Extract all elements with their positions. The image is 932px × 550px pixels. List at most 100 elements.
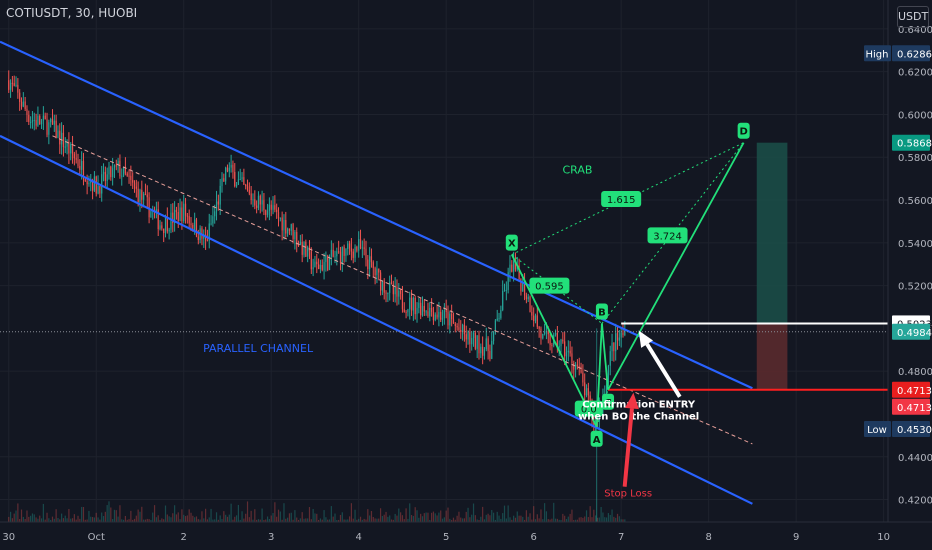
candle-body: [274, 205, 276, 210]
candle-body: [239, 178, 241, 180]
volume-bar: [261, 508, 263, 522]
volume-bar: [143, 519, 145, 522]
volume-bar: [174, 505, 176, 522]
volume-bar: [605, 517, 608, 522]
volume-bar: [367, 509, 369, 522]
candle-body: [436, 314, 438, 318]
volume-bar: [381, 515, 383, 522]
candle-body: [115, 165, 117, 167]
volume-bar: [37, 518, 39, 522]
time-tick-label: 8: [705, 532, 711, 543]
volume-bar: [265, 519, 267, 522]
volume-bar: [323, 510, 325, 522]
volume-bar: [327, 519, 329, 522]
volume-bar: [144, 519, 147, 522]
candle-body: [321, 264, 323, 271]
candle-body: [164, 218, 167, 234]
candle-body: [212, 216, 214, 224]
volume-bar: [482, 506, 484, 522]
candle-body: [161, 225, 163, 229]
volume-bar: [429, 519, 431, 522]
candle-body: [20, 101, 23, 107]
candle-body: [299, 241, 301, 245]
candle-body: [405, 312, 407, 314]
candle-body: [582, 372, 584, 383]
volume-bar: [161, 518, 163, 522]
volume-bar: [40, 518, 43, 522]
candle-body: [8, 80, 10, 90]
volume-bar: [192, 515, 194, 522]
volume-bar: [589, 506, 591, 522]
candle-body: [28, 114, 30, 122]
candle-body: [57, 130, 59, 138]
candle-body: [618, 337, 620, 341]
candle-body: [365, 248, 367, 260]
volume-bar: [622, 519, 624, 522]
volume-bar: [225, 514, 227, 522]
candle-body: [549, 334, 551, 345]
candle-body: [225, 167, 227, 182]
candle-body: [361, 247, 363, 249]
volume-bar: [250, 510, 252, 522]
candle-body: [31, 120, 34, 122]
pattern-ratio-label: 0.0: [581, 405, 597, 416]
volume-bar: [299, 518, 301, 522]
time-tick-label: 10: [877, 532, 890, 543]
symbol-title: COTIUSDT, 30, HUOBI: [6, 6, 138, 20]
price-tick-label: 0.5800: [898, 153, 932, 164]
volume-bar: [533, 506, 535, 522]
candle-body: [527, 296, 529, 300]
candle-body: [394, 286, 396, 295]
candle-body: [418, 302, 420, 308]
candle-body: [341, 246, 343, 264]
candle-body: [613, 342, 615, 352]
volume-bar: [290, 512, 292, 522]
volume-bar: [155, 517, 157, 522]
candle-body: [93, 176, 96, 191]
volume-bar: [228, 514, 230, 522]
entry-annotation-line1: Confirmation ENTRY: [582, 400, 696, 411]
currency-unit-button[interactable]: USDT: [897, 6, 929, 28]
volume-bar: [208, 517, 210, 522]
candle-body: [616, 333, 619, 341]
volume-bar: [458, 511, 460, 522]
volume-bar: [522, 516, 524, 522]
volume-bar: [334, 513, 336, 522]
volume-bar: [245, 513, 247, 522]
candle-body: [13, 83, 15, 86]
volume-bar: [128, 519, 130, 522]
volume-bar: [496, 511, 498, 522]
candle-body: [358, 239, 360, 251]
volume-bar: [398, 508, 400, 522]
candle-body: [438, 311, 440, 318]
volume-bar: [301, 512, 303, 522]
candle-body: [345, 248, 347, 256]
entry-arrow-shaft: [645, 343, 682, 398]
volume-bar: [487, 513, 489, 522]
volume-bar: [241, 511, 243, 522]
candle-body: [339, 251, 342, 264]
volume-bar: [124, 515, 126, 522]
candle-body: [168, 229, 170, 232]
volume-bar: [130, 510, 132, 522]
volume-bar: [343, 519, 345, 522]
candle-body: [523, 281, 526, 296]
volume-bar: [616, 513, 619, 522]
candle-body: [494, 320, 496, 332]
candle-body: [379, 272, 382, 291]
candle-body: [146, 194, 148, 198]
volume-bar: [544, 503, 546, 522]
volume-bar: [230, 503, 232, 522]
volume-bar: [181, 509, 183, 522]
volume-bar: [141, 506, 143, 522]
price-tag-prefix-bg: [864, 420, 891, 437]
volume-bar: [297, 519, 300, 522]
candle-body: [505, 289, 507, 291]
candle-body: [265, 210, 267, 215]
volume-bar: [358, 518, 360, 522]
candle-body: [571, 353, 573, 364]
volume-bar: [542, 519, 544, 522]
candle-body: [186, 215, 188, 217]
volume-bar: [339, 514, 342, 522]
